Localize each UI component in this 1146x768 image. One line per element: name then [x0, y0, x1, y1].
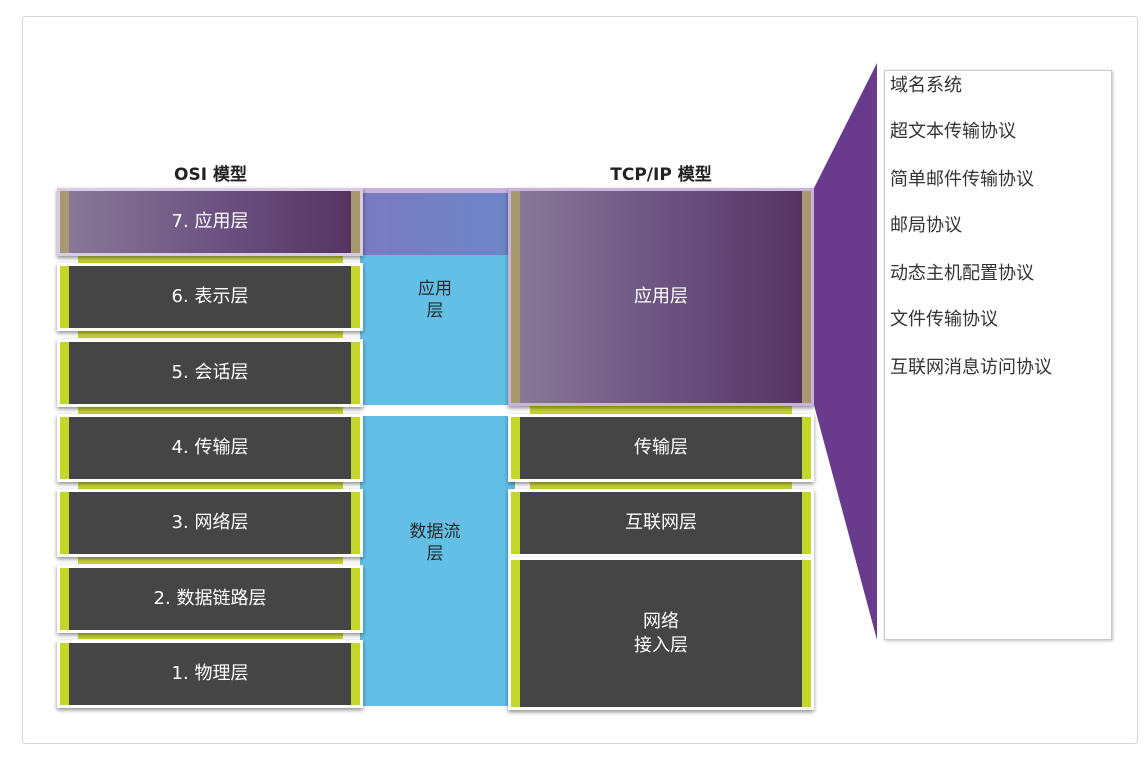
- osi-layer-4[interactable]: 4. 传输层: [57, 414, 363, 482]
- protocol-item: 文件传输协议: [890, 309, 998, 330]
- tcpip-layer-label: 应用层: [634, 286, 688, 307]
- osi-layer-label: 4. 传输层: [171, 437, 249, 458]
- tcpip-layer-label-line2: 接入层: [634, 634, 688, 656]
- highlight-connector: [360, 188, 510, 193]
- osi-stripe: [78, 556, 343, 564]
- osi-layer-label: 6. 表示层: [171, 286, 249, 307]
- tcpip-transport-layer[interactable]: 传输层: [508, 414, 814, 482]
- osi-layer-5[interactable]: 5. 会话层: [57, 339, 363, 407]
- osi-stripe: [78, 406, 343, 414]
- osi-layer-label: 5. 会话层: [171, 362, 249, 383]
- data-flow-band: [360, 416, 515, 706]
- osi-stripe: [78, 255, 343, 263]
- osi-layer-label: 7. 应用层: [171, 211, 249, 232]
- tcpip-stripe: [530, 406, 792, 414]
- osi-layer-1[interactable]: 1. 物理层: [57, 640, 363, 708]
- protocol-item: 简单邮件传输协议: [890, 169, 1034, 190]
- osi-layer-label: 1. 物理层: [171, 663, 249, 684]
- osi-layer-6[interactable]: 6. 表示层: [57, 263, 363, 331]
- tcpip-layer-label: 互联网层: [625, 512, 697, 533]
- protocol-item: 动态主机配置协议: [890, 263, 1034, 284]
- osi-layer-label: 2. 数据链路层: [153, 588, 267, 609]
- data-flow-band-label-line1: 数据流: [409, 522, 461, 542]
- tcpip-layer-label-line1: 网络: [643, 610, 679, 632]
- callout-wedge-shape: [814, 63, 877, 640]
- application-band-label-line1: 应用: [418, 279, 452, 299]
- tcpip-model-title: TCP/IP 模型: [610, 165, 712, 185]
- osi-layer-2[interactable]: 2. 数据链路层: [57, 565, 363, 633]
- tcpip-network-access-layer[interactable]: 网络 接入层: [508, 557, 814, 710]
- protocol-item: 邮局协议: [890, 215, 962, 236]
- tcpip-layer-label: 传输层: [634, 437, 688, 458]
- osi-layer-label: 3. 网络层: [171, 512, 249, 533]
- application-highlight: [360, 193, 515, 255]
- tcpip-internet-layer[interactable]: 互联网层: [508, 489, 814, 557]
- tcpip-stripe: [530, 481, 792, 489]
- protocol-list: 域名系统 超文本传输协议 简单邮件传输协议 邮局协议 动态主机配置协议 文件传输…: [884, 70, 1112, 640]
- osi-stripe: [78, 330, 343, 338]
- osi-stripe: [78, 631, 343, 639]
- protocol-item: 域名系统: [890, 75, 962, 96]
- osi-model-title: OSI 模型: [174, 165, 247, 185]
- protocol-item: 超文本传输协议: [890, 121, 1016, 142]
- osi-stripe: [78, 481, 343, 489]
- protocol-item: 互联网消息访问协议: [890, 357, 1052, 378]
- osi-layer-7[interactable]: 7. 应用层: [57, 188, 363, 256]
- data-flow-band-label: 数据流 层: [360, 521, 510, 565]
- osi-layer-3[interactable]: 3. 网络层: [57, 489, 363, 557]
- application-band-label: 应用 层: [360, 278, 510, 322]
- application-band-label-line2: 层: [426, 301, 444, 321]
- data-flow-band-label-line2: 层: [426, 544, 444, 564]
